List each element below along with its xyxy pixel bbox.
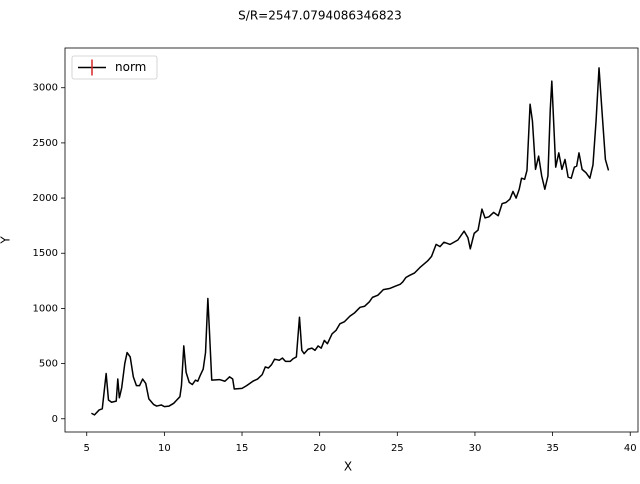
x-tick-label: 15 xyxy=(236,443,249,454)
legend-box xyxy=(71,55,158,80)
y-tick-label: 1000 xyxy=(33,303,58,314)
y-tick-label: 0 xyxy=(52,414,58,425)
y-tick-label: 2000 xyxy=(33,193,58,204)
chart-title: S/R=2547.0794086346823 xyxy=(238,9,402,23)
legend-label: norm xyxy=(115,60,146,74)
x-tick-label: 5 xyxy=(84,443,90,454)
x-tick-label: 10 xyxy=(158,443,171,454)
data-line xyxy=(91,67,610,416)
plot-frame xyxy=(64,47,639,433)
y-tick-label: 500 xyxy=(39,359,58,370)
x-axis-label: X xyxy=(344,460,352,474)
x-tick-label: 20 xyxy=(313,443,326,454)
y-axis-label: Y xyxy=(0,236,13,245)
x-tick-label: 30 xyxy=(469,443,482,454)
y-tick-label: 3000 xyxy=(33,83,58,94)
y-tick-label: 2500 xyxy=(33,138,58,149)
y-tick-label: 1500 xyxy=(33,248,58,259)
x-tick-label: 35 xyxy=(546,443,559,454)
x-tick-label: 25 xyxy=(391,443,404,454)
x-tick-label: 40 xyxy=(624,443,637,454)
